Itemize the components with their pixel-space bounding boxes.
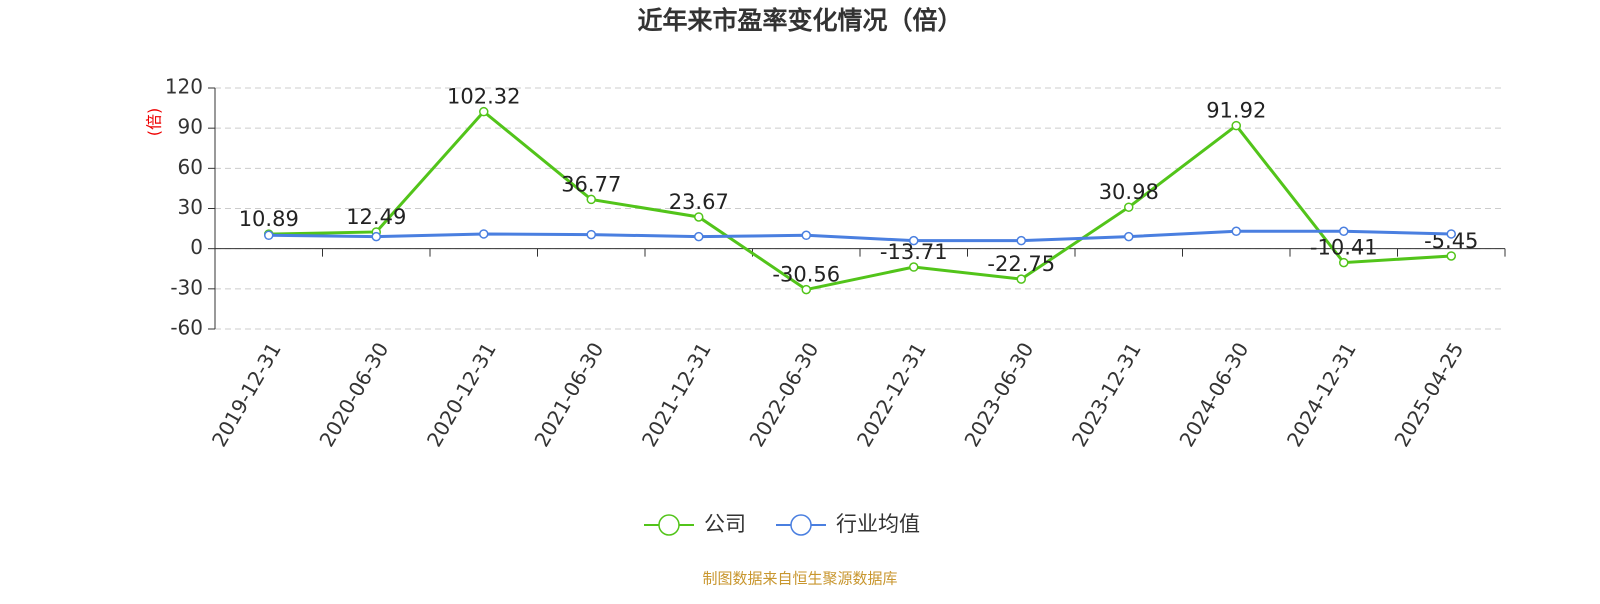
- point: [1231, 226, 1241, 237]
- chart-title: 近年来市盈率变化情况（倍）: [637, 6, 962, 35]
- x-tick-label: 2023-06-30: [959, 338, 1038, 451]
- point: [586, 194, 596, 205]
- legend-item: 公司: [644, 512, 746, 536]
- point: [1339, 226, 1349, 237]
- y-tick-label: -60: [170, 316, 203, 340]
- data-label: 12.49: [346, 205, 406, 229]
- point: [694, 231, 704, 242]
- point: [1016, 235, 1026, 246]
- x-tick-label: 2019-12-31: [207, 338, 286, 451]
- x-tick-label: 2023-12-31: [1067, 338, 1146, 451]
- source-note: 制图数据来自恒生聚源数据库: [702, 570, 897, 588]
- data-label: 91.92: [1206, 99, 1266, 123]
- point: [909, 262, 919, 272]
- x-tick-label: 2021-12-31: [637, 338, 716, 451]
- x-tick-label: 2024-06-30: [1174, 338, 1253, 451]
- data-label: 102.32: [447, 85, 520, 109]
- series-line: [268, 229, 1452, 243]
- y-tick-label: 0: [190, 235, 203, 259]
- point: [1124, 202, 1134, 212]
- point: [479, 106, 489, 117]
- y-tick-label: 90: [178, 115, 203, 139]
- y-axis-label: (倍): [145, 108, 164, 137]
- legend-label: 行业均值: [836, 512, 920, 536]
- point: [479, 229, 489, 239]
- x-tick-label: 2022-06-30: [744, 338, 823, 451]
- series-line: [268, 109, 1452, 292]
- point: [1124, 231, 1134, 242]
- data-label: 23.67: [669, 190, 729, 214]
- y-tick-label: 60: [178, 155, 203, 179]
- data-label: 10.89: [239, 207, 299, 231]
- point: [586, 229, 596, 240]
- x-tick-label: 2022-12-31: [852, 338, 931, 451]
- x-tick-label: 2021-06-30: [529, 338, 608, 451]
- data-label: -10.41: [1310, 236, 1378, 260]
- point: [1446, 229, 1456, 239]
- data-label: 30.98: [1099, 180, 1159, 204]
- x-tick-label: 2024-12-31: [1282, 338, 1361, 451]
- y-tick-label: -30: [170, 275, 203, 299]
- x-tick-label: 2025-04-25: [1389, 338, 1468, 451]
- legend-label: 公司: [704, 512, 746, 536]
- point: [1016, 274, 1026, 284]
- y-tick-label: 120: [165, 75, 203, 99]
- y-tick-label: 30: [178, 195, 203, 219]
- point: [371, 231, 381, 242]
- data-label: -22.75: [987, 252, 1055, 276]
- legend-marker: [790, 514, 812, 536]
- x-tick-label: 2020-06-30: [314, 338, 393, 451]
- point: [909, 235, 919, 246]
- legend-marker: [658, 514, 680, 536]
- point: [1446, 251, 1456, 261]
- point: [1339, 257, 1349, 268]
- point: [801, 230, 811, 241]
- data-label: 36.77: [561, 172, 621, 196]
- point: [801, 284, 811, 295]
- data-label: -30.56: [772, 263, 840, 287]
- point: [264, 230, 274, 241]
- point: [694, 212, 704, 222]
- point: [1231, 120, 1241, 131]
- legend-item: 行业均值: [776, 512, 920, 536]
- x-tick-label: 2020-12-31: [422, 338, 501, 451]
